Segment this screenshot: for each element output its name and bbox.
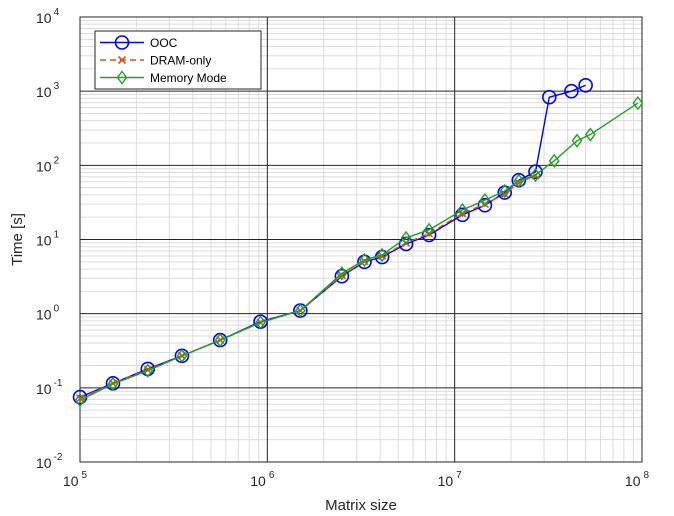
data-point: [214, 332, 226, 348]
y-tick-label: 10 -2: [36, 452, 63, 471]
data-point: [541, 89, 557, 105]
y-tick-label: 10 4: [36, 7, 60, 26]
data-point: [376, 247, 388, 263]
y-tick-label: 10 2: [36, 155, 60, 174]
data-point: [359, 252, 370, 268]
data-point: [74, 393, 86, 408]
data-point: [421, 227, 437, 243]
legend-marker: [116, 70, 128, 85]
data-point: [477, 197, 493, 213]
y-tick-label: 10 -1: [36, 378, 63, 397]
data-point: [578, 77, 593, 93]
x-tick-labels: 10 5 10 6 10 7 10 8: [63, 470, 650, 489]
x-tick-label: 10 7: [438, 470, 463, 489]
axes-box: [79, 16, 643, 463]
data-point: [337, 271, 346, 280]
data-point: [140, 361, 156, 377]
data-point: [530, 167, 541, 183]
data-point: [107, 376, 119, 392]
data-point: [357, 254, 372, 270]
data-point: [513, 173, 525, 188]
series-line: [79, 102, 639, 401]
x-tick-label: 10 6: [250, 470, 275, 489]
marker-stroke: [424, 229, 434, 238]
data-point: [584, 127, 596, 142]
axes: [79, 16, 643, 463]
marker-stroke: [75, 394, 85, 403]
marker-stroke: [458, 209, 467, 218]
data-point: [142, 363, 154, 378]
data-point: [571, 133, 583, 148]
x-axis-label: Matrix size: [325, 497, 397, 514]
y-tick-label: 10 1: [36, 230, 60, 249]
legend-label: DRAM-only: [150, 54, 211, 68]
data-point: [457, 202, 468, 218]
grid: [80, 17, 642, 462]
data-point: [294, 303, 306, 318]
marker-stroke: [480, 200, 489, 209]
y-tick-label: 10 0: [36, 304, 60, 323]
data-point: [400, 230, 412, 246]
x-tick-label: 10 8: [625, 470, 650, 489]
series-memory-mode: [74, 95, 644, 408]
marker-stroke: [500, 189, 509, 199]
marker-stroke: [337, 271, 346, 280]
data-point: [632, 95, 644, 111]
y-axis-label: Time [s]: [9, 213, 26, 266]
legend: OOC DRAM-only Memory Mode: [94, 30, 262, 90]
data-point: [75, 394, 85, 403]
data-point: [423, 222, 435, 238]
legend-label: Memory Mode: [150, 71, 227, 85]
data-point: [336, 266, 348, 281]
data-point: [548, 153, 560, 168]
series: [72, 77, 644, 408]
legend-marker: [117, 55, 127, 65]
data-point: [528, 164, 543, 180]
y-tick-label: 10 3: [36, 81, 60, 100]
x-tick-label: 10 5: [63, 470, 88, 489]
legend-box: [94, 30, 262, 90]
marker-stroke: [117, 55, 127, 65]
legend-label: OOC: [150, 36, 178, 50]
data-point: [255, 315, 266, 330]
data-point: [334, 268, 350, 284]
data-point: [564, 83, 579, 99]
data-point: [479, 192, 491, 208]
data-point: [499, 183, 511, 199]
data-point: [455, 207, 470, 223]
data-point: [176, 348, 188, 364]
legend-marker: [114, 35, 130, 50]
